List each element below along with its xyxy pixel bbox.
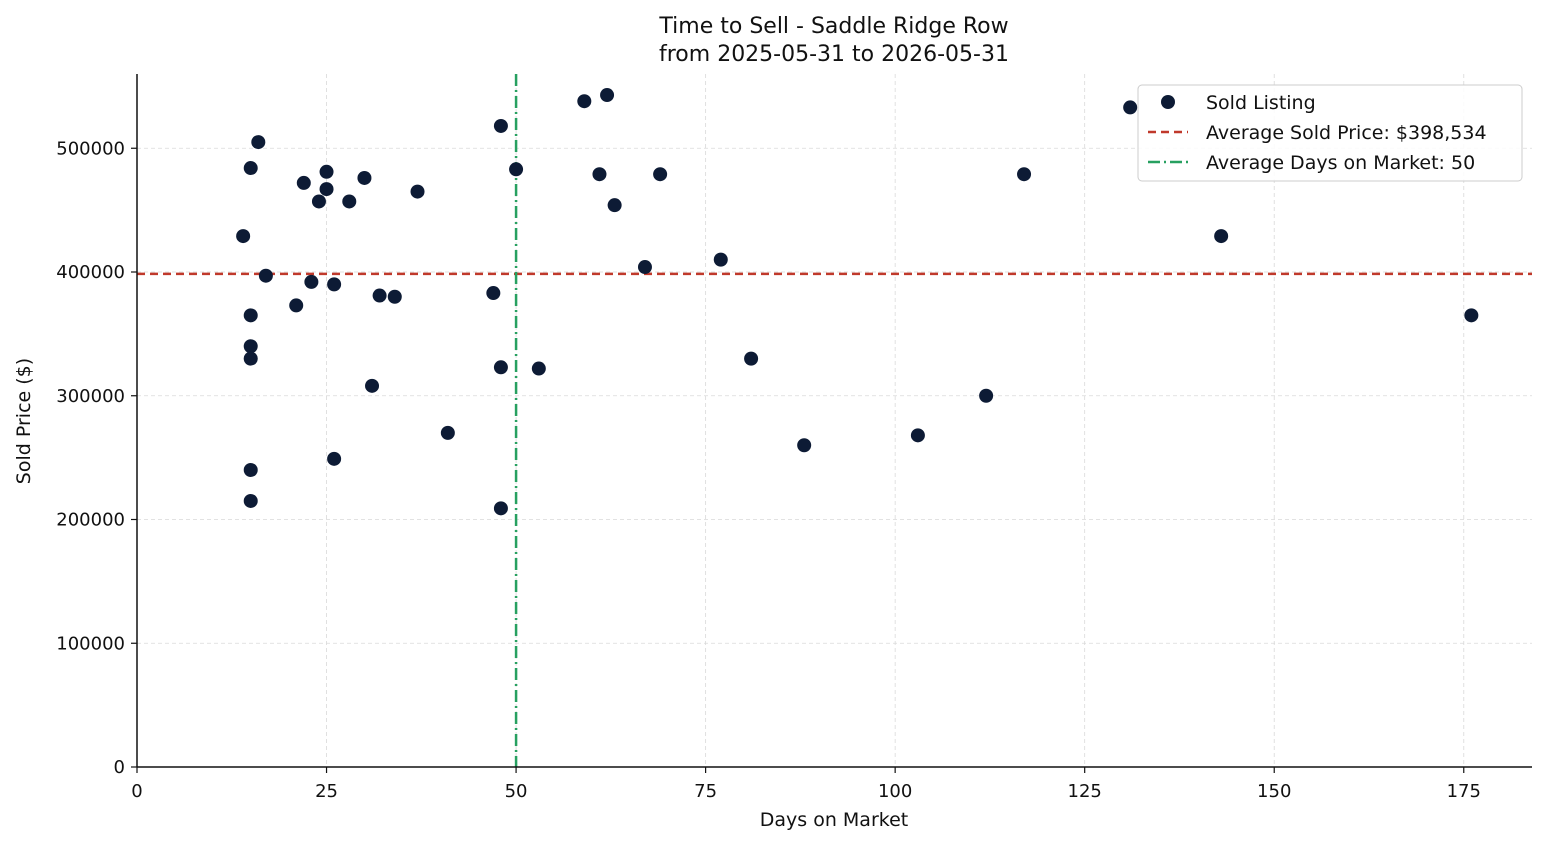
axes [131, 74, 1532, 773]
data-point [637, 260, 652, 275]
data-point [979, 388, 994, 403]
tick-labels: 0 25 50 75 100 125 150 175 0 100000 200000 300000 40… [56, 138, 1481, 802]
x-tick-label: 0 [131, 781, 142, 802]
data-points [236, 88, 1479, 516]
data-point [910, 428, 925, 443]
data-point [713, 252, 728, 267]
data-point [327, 451, 342, 466]
y-tick-label: 300000 [56, 386, 125, 407]
data-point [1214, 229, 1229, 244]
data-point [243, 351, 258, 366]
x-tick-label: 175 [1447, 781, 1481, 802]
x-tick-label: 75 [694, 781, 717, 802]
data-point [327, 277, 342, 292]
data-point [311, 194, 326, 209]
data-point [372, 288, 387, 303]
y-tick-label: 500000 [56, 138, 125, 159]
data-point [236, 229, 251, 244]
data-point [1123, 100, 1138, 115]
data-point [607, 198, 622, 213]
data-point [410, 184, 425, 199]
legend: Sold Listing Average Sold Price: $398,53… [1137, 84, 1523, 182]
data-point [1017, 167, 1032, 182]
data-point [493, 360, 508, 375]
legend-label-average-days: Average Days on Market: 50 [1206, 152, 1475, 174]
x-tick-label: 100 [878, 781, 912, 802]
x-tick-label: 50 [505, 781, 528, 802]
data-point [1464, 308, 1479, 323]
data-point [509, 162, 524, 177]
data-point [304, 274, 319, 289]
data-point [243, 463, 258, 477]
legend-marker-sold-listing [1161, 95, 1175, 109]
data-point [486, 286, 501, 301]
x-tick-label: 25 [315, 781, 338, 802]
x-tick-label: 125 [1068, 781, 1102, 802]
data-point [387, 289, 402, 304]
data-point [296, 175, 311, 190]
data-point [493, 501, 508, 516]
data-point [251, 135, 266, 150]
y-tick-label: 400000 [56, 262, 125, 283]
x-tick-label: 150 [1257, 781, 1291, 802]
reference-lines [137, 74, 1532, 767]
chart-subtitle: from 2025-05-31 to 2026-05-31 [659, 42, 1009, 67]
y-axis-title: Sold Price ($) [13, 358, 35, 484]
y-tick-label: 0 [114, 757, 125, 778]
x-axis-title: Days on Market [760, 809, 908, 831]
data-point [365, 378, 380, 393]
data-point [600, 88, 615, 103]
data-point [440, 425, 455, 440]
data-point [243, 161, 258, 176]
data-point [592, 167, 607, 182]
y-tick-label: 100000 [56, 633, 125, 654]
data-point [243, 339, 258, 354]
data-point [243, 308, 258, 323]
legend-box [1137, 84, 1523, 182]
data-point [243, 493, 258, 508]
data-point [577, 94, 592, 109]
chart-title: Time to Sell - Saddle Ridge Row [658, 14, 1008, 39]
data-point [319, 164, 334, 179]
data-point [531, 361, 546, 376]
data-point [289, 298, 304, 313]
data-point [357, 170, 372, 185]
data-point [797, 438, 812, 453]
data-point [258, 268, 273, 283]
legend-label-sold-listing: Sold Listing [1206, 92, 1316, 114]
data-point [319, 182, 334, 197]
y-tick-label: 200000 [56, 510, 125, 531]
data-point [653, 167, 668, 182]
data-point [744, 351, 759, 366]
data-point [342, 194, 357, 209]
legend-label-average-price: Average Sold Price: $398,534 [1206, 122, 1487, 144]
data-point [493, 118, 508, 133]
